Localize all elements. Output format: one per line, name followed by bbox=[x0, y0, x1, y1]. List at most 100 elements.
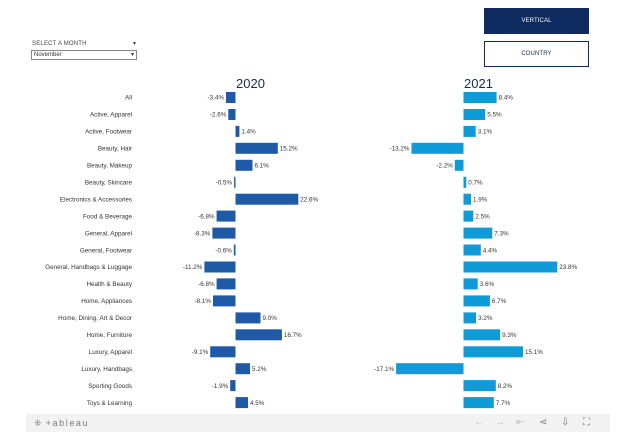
bar-2021-beauty-makeup[interactable] bbox=[454, 159, 464, 171]
revert-icon[interactable]: ⇤ bbox=[516, 417, 525, 428]
bar-2020-health-beauty[interactable] bbox=[216, 278, 236, 290]
bar-2020-sporting-goods[interactable] bbox=[230, 380, 236, 392]
bar-2020-general-handbags-luggage[interactable] bbox=[204, 261, 236, 273]
category-label-toys-learning: Toys & Learning bbox=[87, 400, 133, 407]
month-filter-label: SELECT A MONTH bbox=[32, 41, 87, 47]
bar-2021-general-apparel[interactable] bbox=[463, 227, 493, 239]
bar-2021-food-beverage[interactable] bbox=[463, 210, 474, 222]
data-label-2020-electronics-accessories: 22.6% bbox=[300, 196, 318, 203]
data-label-2021-general-handbags-luggage: 23.8% bbox=[559, 264, 577, 271]
data-label-2020-home-appliances: -8.1% bbox=[195, 298, 212, 305]
data-label-2021-home-furniture: 9.3% bbox=[502, 332, 517, 339]
bar-2021-home-dining-art-decor[interactable] bbox=[463, 312, 477, 324]
bar-2021-beauty-hair[interactable] bbox=[411, 142, 464, 154]
category-label-active-apparel: Active, Apparel bbox=[90, 112, 132, 119]
bar-2020-all[interactable] bbox=[226, 92, 236, 103]
category-label-health-beauty: Health & Beauty bbox=[86, 281, 132, 288]
month-filter-menu-icon[interactable]: ▾ bbox=[133, 41, 137, 47]
data-label-2020-general-footwear: -0.6% bbox=[215, 247, 232, 254]
category-label-general-apparel: General, Apparel bbox=[85, 230, 132, 237]
bar-2021-luxury-handbags[interactable] bbox=[396, 363, 464, 375]
bar-2020-luxury-handbags[interactable] bbox=[235, 363, 251, 375]
bar-2020-home-furniture[interactable] bbox=[235, 329, 282, 341]
data-label-2020-luxury-handbags: 5.2% bbox=[252, 366, 267, 373]
vertical-button[interactable]: VERTICAL bbox=[484, 8, 589, 34]
bar-2021-all[interactable] bbox=[463, 92, 497, 103]
data-label-2021-home-dining-art-decor: 3.2% bbox=[478, 315, 493, 322]
month-select-value: November bbox=[34, 52, 62, 58]
bar-2021-health-beauty[interactable] bbox=[463, 278, 478, 290]
data-label-2020-toys-learning: 4.5% bbox=[250, 400, 265, 407]
data-label-2020-general-handbags-luggage: -11.2% bbox=[183, 264, 203, 271]
bar-2021-general-handbags-luggage[interactable] bbox=[463, 261, 558, 273]
year-2021-title: 2021 bbox=[464, 76, 493, 91]
bar-2021-luxury-apparel[interactable] bbox=[463, 346, 524, 358]
data-label-2020-food-beverage: -6.8% bbox=[198, 213, 215, 220]
bar-2020-beauty-makeup[interactable] bbox=[235, 159, 253, 171]
bar-2021-home-furniture[interactable] bbox=[463, 329, 501, 341]
bar-2021-active-footwear[interactable] bbox=[463, 125, 476, 137]
category-label-beauty-hair: Beauty, Hair bbox=[98, 146, 132, 153]
chevron-down-icon: ▾ bbox=[130, 52, 134, 58]
download-icon[interactable]: ⇩ bbox=[561, 417, 570, 428]
data-label-2021-toys-learning: 7.7% bbox=[496, 400, 511, 407]
bar-2020-home-dining-art-decor[interactable] bbox=[235, 312, 261, 324]
data-label-2021-home-appliances: 6.7% bbox=[492, 298, 507, 305]
category-label-home-furniture: Home, Furniture bbox=[87, 332, 133, 339]
data-label-2020-luxury-apparel: -9.1% bbox=[192, 349, 209, 356]
data-label-2021-luxury-handbags: -17.1% bbox=[374, 366, 394, 373]
bar-2021-beauty-skincare[interactable] bbox=[463, 176, 467, 188]
bar-2020-home-appliances[interactable] bbox=[213, 295, 236, 307]
category-label-luxury-apparel: Luxury, Apparel bbox=[89, 349, 132, 356]
bar-2020-luxury-apparel[interactable] bbox=[210, 346, 236, 358]
data-label-2021-luxury-apparel: 15.1% bbox=[525, 349, 543, 356]
redo-icon[interactable]: → bbox=[495, 417, 505, 428]
bar-2021-electronics-accessories[interactable] bbox=[463, 193, 472, 205]
bar-2020-general-footwear[interactable] bbox=[233, 244, 236, 256]
category-label-luxury-handbags: Luxury, Handbags bbox=[81, 366, 132, 373]
data-label-2021-active-footwear: 3.1% bbox=[478, 129, 493, 136]
data-label-2020-home-dining-art-decor: 9.0% bbox=[263, 315, 278, 322]
data-label-2020-active-footwear: 1.4% bbox=[241, 129, 256, 136]
data-label-2020-general-apparel: -8.3% bbox=[194, 230, 211, 237]
data-label-2021-beauty-makeup: -2.2% bbox=[436, 163, 453, 170]
bar-2021-toys-learning[interactable] bbox=[463, 397, 494, 409]
bar-2021-general-footwear[interactable] bbox=[463, 244, 481, 256]
bar-2021-sporting-goods[interactable] bbox=[463, 380, 496, 392]
tableau-logo-text: +ableau bbox=[45, 418, 90, 428]
bar-2020-active-footwear[interactable] bbox=[235, 125, 240, 137]
data-label-2020-home-furniture: 16.7% bbox=[284, 332, 302, 339]
bar-2020-beauty-hair[interactable] bbox=[235, 142, 278, 154]
tableau-logo: ⁜ +ableau bbox=[34, 418, 90, 428]
category-label-active-footwear: Active, Footwear bbox=[85, 129, 132, 136]
undo-icon[interactable]: ← bbox=[474, 417, 484, 428]
category-label-sporting-goods: Sporting Goods bbox=[88, 383, 132, 390]
bar-2020-toys-learning[interactable] bbox=[235, 397, 249, 409]
data-label-2020-beauty-hair: 15.2% bbox=[280, 146, 298, 153]
share-icon[interactable]: ⋖ bbox=[539, 417, 548, 428]
data-label-2021-general-apparel: 7.3% bbox=[494, 230, 509, 237]
data-label-2021-active-apparel: 5.5% bbox=[487, 112, 502, 119]
data-label-2020-all: -3.4% bbox=[208, 95, 225, 102]
bar-2020-general-apparel[interactable] bbox=[212, 227, 236, 239]
bar-2021-home-appliances[interactable] bbox=[463, 295, 490, 307]
data-label-2020-sporting-goods: -1.9% bbox=[212, 383, 229, 390]
category-label-general-handbags-luggage: General, Handbags & Luggage bbox=[45, 264, 132, 271]
data-label-2021-all: 8.4% bbox=[499, 95, 514, 102]
bar-2020-beauty-skincare[interactable] bbox=[234, 176, 236, 188]
month-select[interactable]: November ▾ bbox=[31, 50, 137, 60]
country-button[interactable]: COUNTRY bbox=[484, 41, 589, 67]
bar-chart: All Active, Apparel Active, Footwear Beauty… bbox=[45, 92, 578, 409]
category-label-electronics-accessories: Electronics & Accessories bbox=[60, 196, 132, 203]
category-label-home-appliances: Home, Appliances bbox=[81, 298, 132, 305]
bar-2020-electronics-accessories[interactable] bbox=[235, 193, 299, 205]
fullscreen-icon[interactable]: ⛶ bbox=[583, 417, 590, 428]
bar-2021-active-apparel[interactable] bbox=[463, 109, 486, 120]
data-label-2020-beauty-skincare: -0.5% bbox=[216, 179, 233, 186]
data-label-2021-health-beauty: 3.6% bbox=[480, 281, 495, 288]
data-label-2020-health-beauty: -6.8% bbox=[198, 281, 215, 288]
category-label-home-dining-art-decor: Home, Dining, Art & Decor bbox=[58, 315, 132, 322]
data-label-2020-active-apparel: -2.6% bbox=[210, 112, 227, 119]
bar-2020-food-beverage[interactable] bbox=[216, 210, 236, 222]
bar-2020-active-apparel[interactable] bbox=[228, 109, 236, 120]
